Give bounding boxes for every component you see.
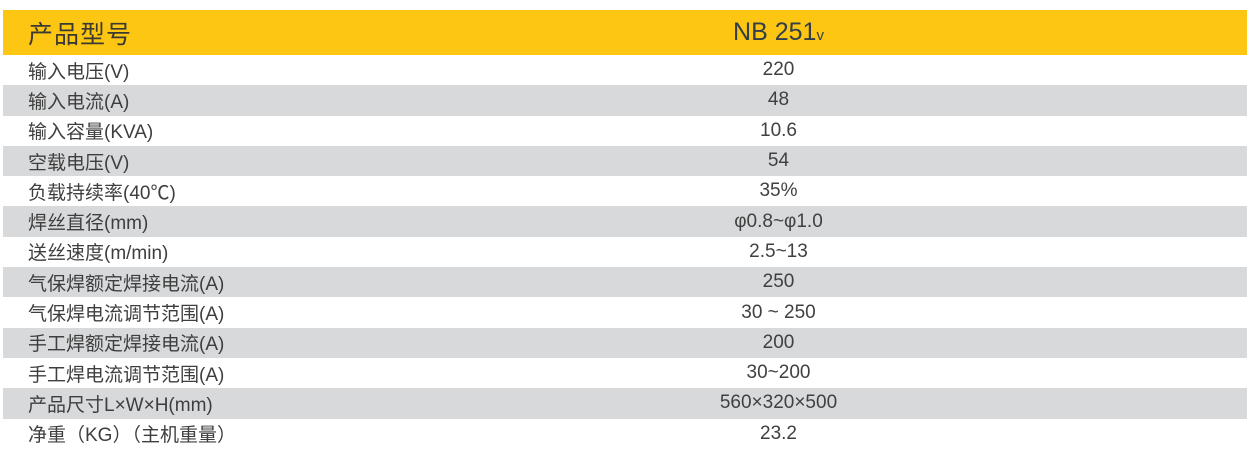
- row-label: 手工焊电流调节范围(A): [28, 364, 225, 386]
- table-row-dimensions: 产品尺寸L×W×H(mm) 560×320×500: [3, 388, 1247, 419]
- row-value: 2.5~13: [749, 240, 808, 262]
- header-model-label: 产品型号: [28, 20, 133, 49]
- row-label: 输入容量(KVA): [28, 122, 154, 144]
- header-model-value: NB 251v: [310, 18, 1247, 47]
- row-label: 手工焊额定焊接电流(A): [28, 334, 225, 356]
- table-row-net-weight: 净重（KG）（主机重量） 23.2: [3, 419, 1247, 449]
- row-label: 产品尺寸L×W×H(mm): [28, 394, 213, 416]
- row-value: 35%: [759, 180, 798, 202]
- row-value: 560×320×500: [719, 392, 838, 414]
- row-value: 220: [762, 59, 795, 81]
- row-value: 200: [762, 331, 795, 353]
- row-value: 48: [767, 89, 790, 111]
- table-row-wire-diameter: 焊丝直径(mm) φ0.8~φ1.0: [3, 206, 1247, 237]
- product-spec-table: 产品型号 NB 251v 输入电压(V) 220 输入电流(A) 48 输入容量…: [3, 10, 1247, 449]
- row-value: 30 ~ 250: [741, 301, 816, 323]
- table-row-mig-current-range: 气保焊电流调节范围(A) 30 ~ 250: [3, 297, 1247, 327]
- row-label: 负载持续率(40℃): [28, 182, 176, 204]
- row-value: 54: [767, 150, 790, 172]
- table-header-row: 产品型号 NB 251v: [3, 10, 1247, 55]
- row-value: 250: [762, 271, 795, 293]
- row-value: 23.2: [760, 422, 797, 444]
- model-name-suffix: v: [816, 27, 824, 44]
- table-row-no-load-voltage: 空载电压(V) 54: [3, 145, 1247, 177]
- row-label: 净重（KG）（主机重量）: [28, 425, 236, 447]
- table-row-input-current: 输入电流(A) 48: [3, 85, 1247, 116]
- table-row-mig-rated-current: 气保焊额定焊接电流(A) 250: [3, 267, 1247, 298]
- table-row-duty-cycle: 负载持续率(40℃) 35%: [3, 176, 1247, 206]
- row-label: 送丝速度(m/min): [28, 243, 169, 265]
- spec-rows: 输入电压(V) 220 输入电流(A) 48 输入容量(KVA) 10.6 空载…: [3, 55, 1247, 449]
- model-name: NB 251: [733, 18, 817, 46]
- row-value: 30~200: [746, 362, 811, 384]
- table-row-input-capacity: 输入容量(KVA) 10.6: [3, 116, 1247, 146]
- table-row-wire-feed-speed: 送丝速度(m/min) 2.5~13: [3, 237, 1247, 267]
- table-row-input-voltage: 输入电压(V) 220: [3, 55, 1247, 85]
- row-value: 10.6: [760, 119, 797, 141]
- table-row-mma-current-range: 手工焊电流调节范围(A) 30~200: [3, 358, 1247, 388]
- row-label: 焊丝直径(mm): [28, 213, 149, 235]
- row-label: 气保焊额定焊接电流(A): [28, 273, 225, 295]
- row-label: 输入电压(V): [28, 61, 130, 83]
- table-row-mma-rated-current: 手工焊额定焊接电流(A) 200: [3, 327, 1247, 358]
- row-value: φ0.8~φ1.0: [734, 210, 823, 232]
- row-label: 空载电压(V): [28, 152, 130, 174]
- row-label: 气保焊电流调节范围(A): [28, 304, 225, 326]
- row-label: 输入电流(A): [28, 91, 130, 113]
